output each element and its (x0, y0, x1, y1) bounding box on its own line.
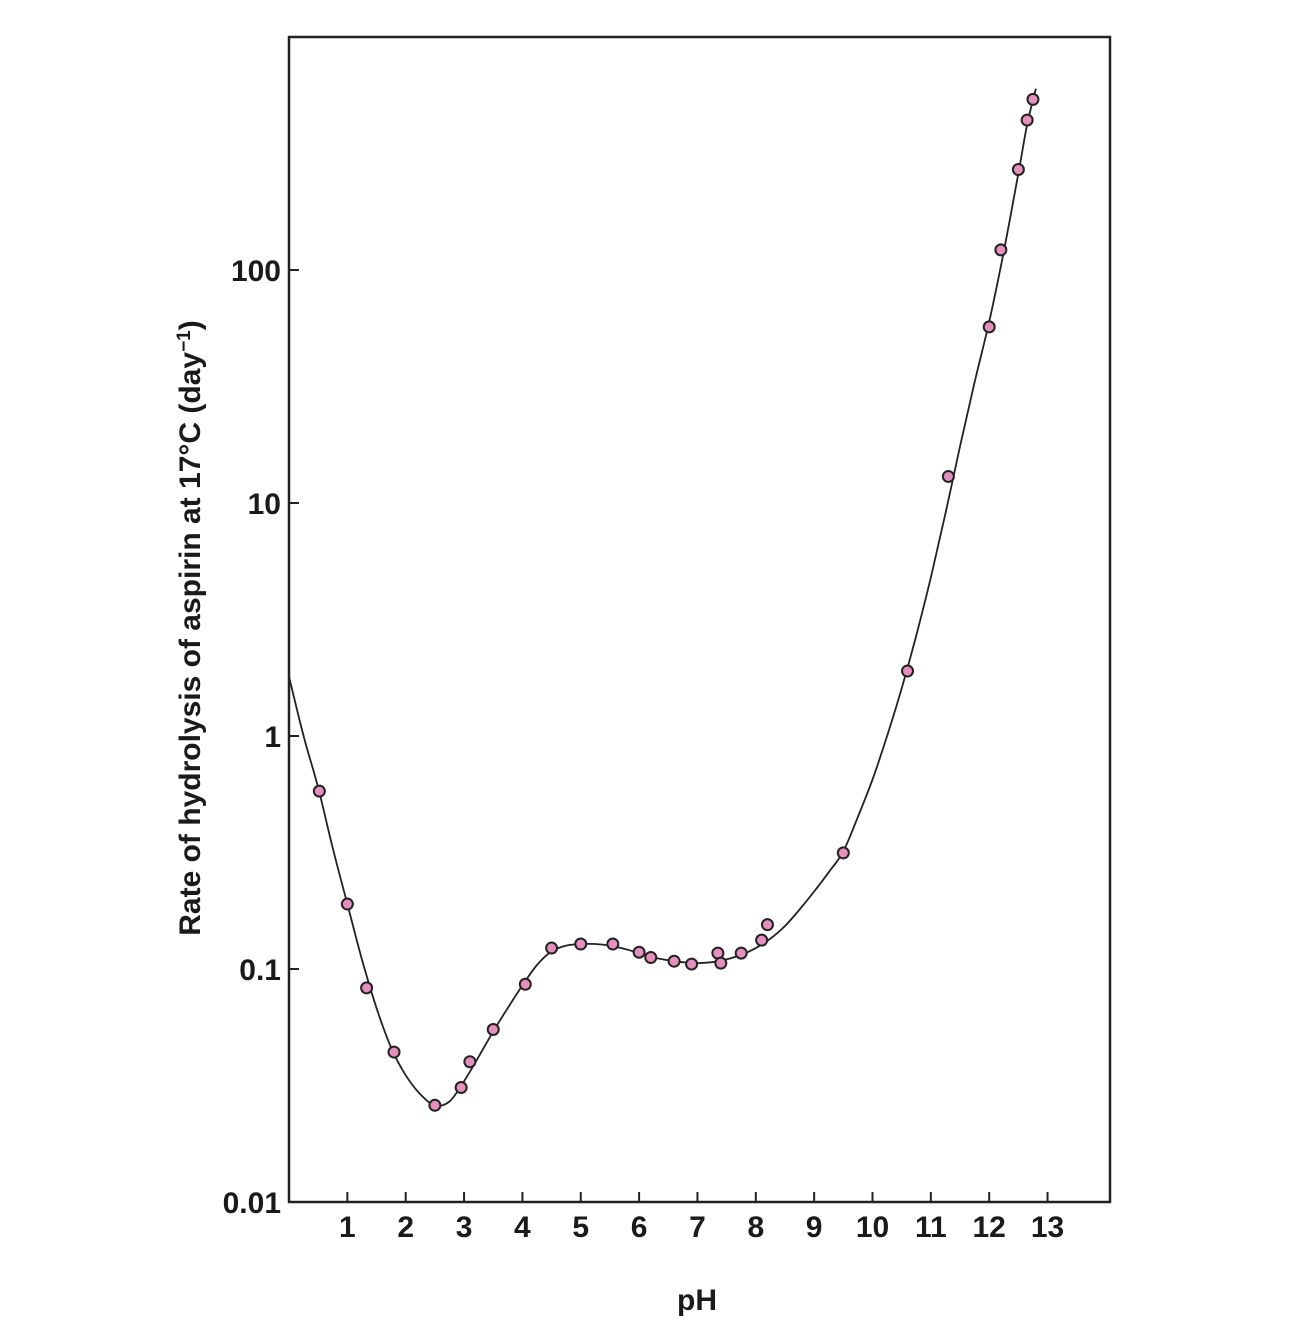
y-tick-label: 100 (231, 255, 281, 288)
x-tick-label: 13 (1031, 1211, 1064, 1244)
x-tick-label: 9 (806, 1211, 823, 1244)
data-point (994, 243, 1008, 257)
x-axis-ticks: 1 2 3 4 5 6 7 8 9 10 11 12 13 (339, 1192, 1064, 1244)
x-tick-label: 5 (572, 1211, 589, 1244)
data-point (685, 957, 699, 971)
data-point (755, 933, 769, 947)
data-point (574, 937, 588, 951)
x-tick-label: 12 (973, 1211, 1006, 1244)
data-point (463, 1055, 477, 1069)
x-tick-label: 4 (514, 1211, 531, 1244)
x-tick-label: 10 (856, 1211, 889, 1244)
y-axis-ticks: 0.01 0.1 1 10 100 (223, 255, 299, 1220)
data-point (901, 664, 915, 678)
data-point (714, 956, 728, 970)
data-point (312, 784, 326, 798)
x-tick-label: 8 (747, 1211, 764, 1244)
y-axis-title: Rate of hydrolysis of aspirin at 17°C (d… (174, 320, 208, 936)
data-point (760, 918, 774, 932)
y-axis-title-sup: −1 (174, 330, 195, 352)
y-axis-title-close: ) (174, 320, 207, 330)
x-axis-title: pH (677, 1284, 717, 1317)
data-point (982, 320, 996, 334)
fit-curve-line (288, 88, 1037, 1107)
data-point (428, 1098, 442, 1112)
data-point (632, 945, 646, 959)
x-tick-label: 3 (456, 1211, 473, 1244)
x-tick-label: 6 (631, 1211, 648, 1244)
y-tick-label: 1 (264, 721, 281, 754)
y-tick-label: 10 (248, 488, 281, 521)
x-tick-label: 7 (689, 1211, 706, 1244)
data-point (518, 977, 532, 991)
plot-frame (287, 35, 1112, 1204)
y-tick-label: 0.01 (223, 1187, 281, 1220)
x-tick-label: 1 (339, 1211, 356, 1244)
data-point (606, 937, 620, 951)
data-points (312, 92, 1040, 1112)
data-point (1020, 113, 1034, 127)
data-point (486, 1022, 500, 1036)
data-point (836, 846, 850, 860)
data-point (360, 981, 374, 995)
data-point (545, 941, 559, 955)
data-point (387, 1045, 401, 1059)
data-point (941, 469, 955, 483)
y-axis-title-main: Rate of hydrolysis of aspirin at 17°C (d… (174, 352, 207, 936)
y-tick-label: 0.1 (239, 954, 281, 987)
data-point (667, 954, 681, 968)
data-point (340, 897, 354, 911)
data-point (1026, 92, 1040, 106)
data-point (644, 951, 658, 965)
data-point (1011, 162, 1025, 176)
x-tick-label: 2 (397, 1211, 414, 1244)
x-tick-label: 11 (915, 1211, 947, 1244)
data-point (734, 946, 748, 960)
data-point (454, 1081, 468, 1095)
